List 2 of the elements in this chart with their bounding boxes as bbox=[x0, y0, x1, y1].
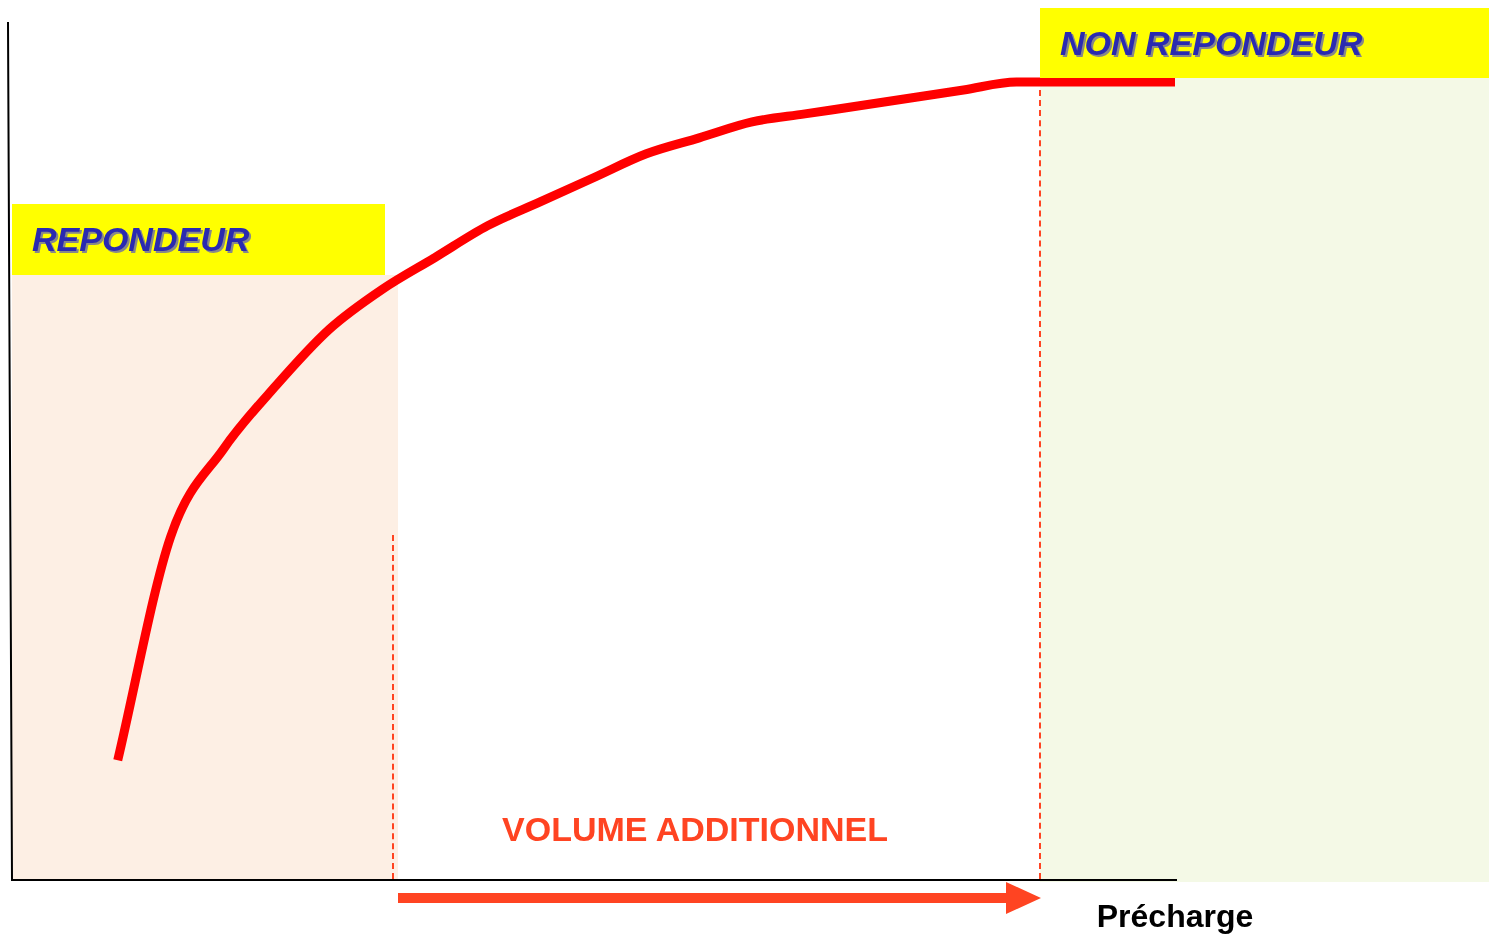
x-axis-title: Précharge bbox=[1095, 898, 1255, 935]
annotation: VOLUME ADDITIONNEL bbox=[501, 810, 889, 850]
